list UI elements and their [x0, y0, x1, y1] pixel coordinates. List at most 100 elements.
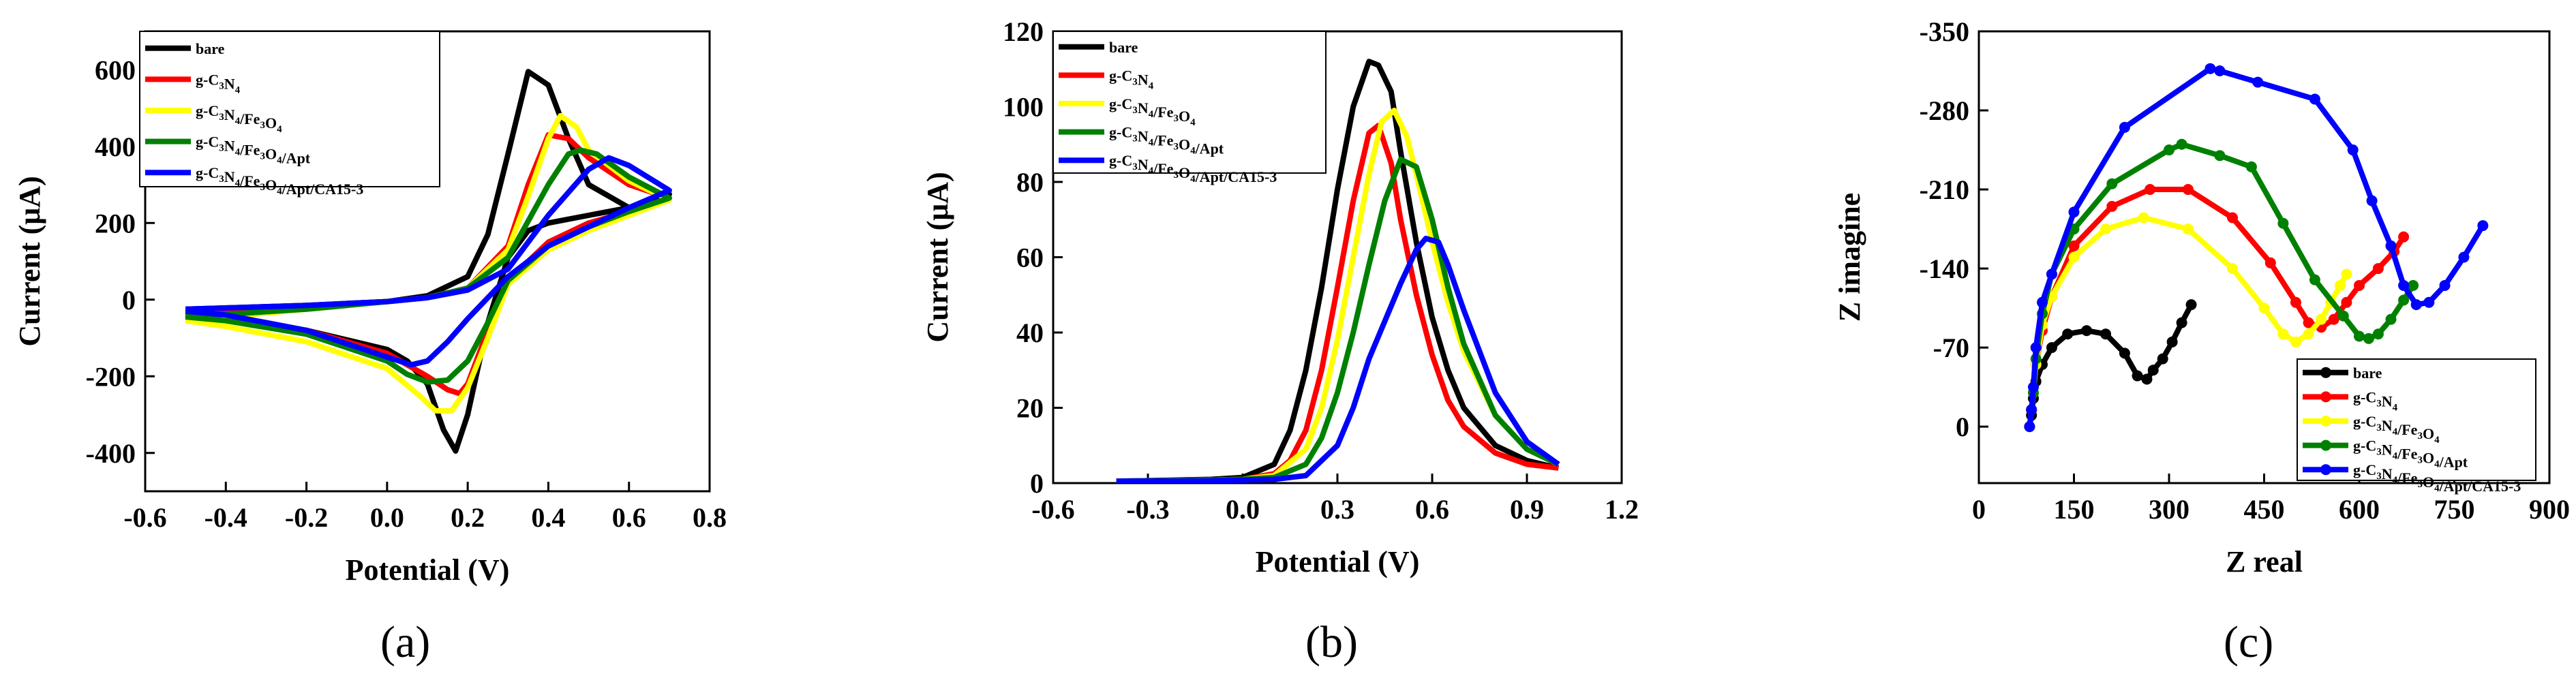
x-tick-label: 300: [2149, 494, 2189, 525]
legend-text-part: 3: [2376, 422, 2382, 433]
legend-text-part: g-C: [2353, 413, 2376, 430]
y-tick-label: 20: [1016, 393, 1044, 424]
data-point: [2046, 268, 2057, 280]
data-point: [2147, 365, 2159, 376]
x-tick-label: 0.8: [693, 502, 727, 533]
legend-text-part: /Fe: [2397, 421, 2418, 438]
data-point: [2290, 336, 2301, 348]
y-tick-label: 400: [95, 132, 136, 162]
legend-text-part: 4: [277, 186, 282, 197]
legend-text-part: 4: [2393, 402, 2398, 413]
legend-text-part: 3: [2417, 479, 2423, 490]
x-tick-label: -0.6: [123, 502, 166, 533]
x-tick-label: -0.6: [1031, 494, 1074, 525]
x-tick-label: 0.0: [1226, 494, 1260, 525]
legend-text-part: 3: [1132, 134, 1138, 144]
x-tick-label: 0.0: [370, 502, 404, 533]
legend-text: g-C3N4/Fe3O4/Apt/CA15-3: [196, 164, 363, 198]
legend-text-part: 4: [2393, 427, 2398, 437]
data-point: [2214, 65, 2226, 77]
legend-marker: [2320, 416, 2331, 427]
legend-text-part: 3: [219, 143, 224, 154]
legend-text: g-C3N4/Fe3O4: [1109, 95, 1196, 128]
legend-text-part: g-C: [196, 134, 219, 151]
legend-text: g-C3N4/Fe3O4/Apt: [2353, 437, 2468, 471]
legend-text-part: 4: [1190, 117, 1196, 128]
legend-text-part: g-C: [196, 164, 219, 181]
data-point: [2277, 217, 2289, 229]
legend-text-part: 3: [2376, 447, 2382, 458]
legend-text-part: 4: [2434, 459, 2440, 470]
data-point: [2185, 299, 2197, 311]
legend-text-part: N: [224, 75, 235, 92]
y-tick-label: 600: [95, 55, 136, 85]
legend-text-part: 4: [277, 124, 282, 135]
data-point: [2398, 279, 2410, 291]
y-tick-label: 80: [1016, 167, 1044, 198]
legend-text-part: g-C: [2353, 388, 2376, 405]
data-point: [2214, 150, 2226, 161]
legend-text-part: /Fe: [1153, 160, 1174, 177]
legend-text: g-C3N4/Fe3O4/Apt: [196, 134, 311, 167]
x-axis-label: Potential (V): [346, 553, 510, 587]
legend-text: bare: [2353, 365, 2382, 382]
y-tick-label: -350: [1920, 16, 1969, 47]
data-point: [2106, 200, 2118, 212]
data-point: [2423, 296, 2435, 308]
legend-text-part: /Fe: [239, 172, 260, 189]
legend-text-part: 4: [1149, 138, 1154, 149]
data-point: [2439, 279, 2451, 291]
y-tick-label: 40: [1016, 318, 1044, 348]
legend-text-part: 4: [235, 178, 241, 189]
data-point: [2132, 370, 2143, 382]
data-point: [2372, 263, 2384, 275]
data-point: [2398, 231, 2410, 243]
data-point: [2309, 274, 2320, 285]
x-tick-label: 0.2: [451, 502, 485, 533]
x-tick-label: 0.9: [1510, 494, 1544, 525]
legend-text-part: 3: [2417, 431, 2423, 442]
legend-text-part: 4: [1149, 80, 1154, 91]
legend-text-part: N: [1138, 128, 1149, 145]
y-tick-label: 0: [1956, 412, 1969, 442]
legend-text-part: /Fe: [2397, 446, 2418, 463]
legend-text-part: 3: [260, 182, 265, 193]
legend-box: [2297, 358, 2536, 481]
data-point: [2024, 421, 2035, 433]
y-axis-label: Current (μA): [921, 172, 954, 342]
legend-text: g-C3N4/Fe3O4: [2353, 413, 2440, 446]
data-point: [2258, 303, 2270, 314]
data-point: [2408, 279, 2419, 291]
legend-text-part: g-C: [1109, 152, 1132, 169]
data-point: [2337, 310, 2349, 322]
legend-text-part: 3: [260, 151, 265, 162]
data-point: [2354, 279, 2365, 291]
data-point: [2347, 144, 2359, 156]
data-point: [2068, 206, 2080, 218]
data-point: [2046, 342, 2057, 354]
x-axis-label: Potential (V): [1256, 545, 1420, 578]
x-tick-label: 450: [2244, 494, 2285, 525]
data-point: [2335, 279, 2346, 291]
data-point: [2204, 63, 2216, 74]
legend-text-part: N: [1138, 71, 1149, 88]
data-point: [2106, 178, 2118, 189]
legend-marker: [2320, 367, 2331, 378]
legend-text-part: 3: [219, 80, 224, 91]
legend-text-part: /Fe: [1153, 104, 1174, 121]
panel-label-b: (b): [1305, 617, 1358, 667]
legend-text-part: /Apt: [2439, 478, 2468, 495]
legend-text: g-C3N4/Fe3O4/Apt: [1109, 124, 1224, 157]
panel-label-c: (c): [2224, 617, 2274, 667]
data-point: [2062, 328, 2074, 340]
series-line-1: [2027, 303, 2194, 427]
series-line-5: [185, 155, 672, 368]
legend-text-part: 4: [2393, 451, 2398, 462]
data-point: [2290, 296, 2301, 308]
data-point: [2328, 313, 2339, 325]
legend-text-part: /CA15-3: [2467, 478, 2521, 495]
legend-text-part: O: [2423, 450, 2434, 467]
y-tick-label: 60: [1016, 243, 1044, 273]
legend-text-part: /Fe: [2397, 469, 2418, 486]
